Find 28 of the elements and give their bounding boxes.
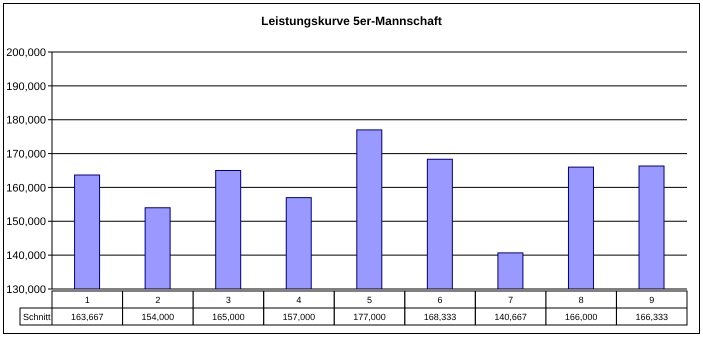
y-tick-label: 150,000 bbox=[6, 216, 46, 228]
y-tick-label: 180,000 bbox=[6, 114, 46, 127]
data-label: 140,667 bbox=[494, 312, 527, 322]
data-label: 166,000 bbox=[564, 312, 598, 322]
data-label: 168,333 bbox=[424, 312, 456, 322]
data-label: 154,000 bbox=[142, 312, 174, 322]
text: Schnitt bbox=[23, 312, 52, 322]
x-tick-label: 9 bbox=[649, 295, 654, 305]
data-label: 166,333 bbox=[635, 312, 668, 322]
x-tick-label: 7 bbox=[508, 295, 514, 305]
x-tick-label: 2 bbox=[155, 295, 160, 305]
y-tick-label: 160,000 bbox=[6, 182, 46, 194]
x-tick-label: 4 bbox=[296, 295, 302, 305]
x-tick-label: 1 bbox=[84, 295, 90, 305]
y-tick-label: 190,000 bbox=[6, 80, 46, 93]
x-tick-label: 5 bbox=[366, 295, 372, 305]
y-tick-label: 140,000 bbox=[6, 250, 46, 262]
data-label: 165,000 bbox=[212, 312, 245, 322]
data-label: 157,000 bbox=[282, 312, 316, 322]
y-tick-label: 130,000 bbox=[6, 284, 46, 296]
chart-title: Leistungskurve 5er-Mannschaft bbox=[260, 14, 443, 28]
y-tick-label: 200,000 bbox=[6, 46, 46, 59]
data-label: 163,667 bbox=[71, 312, 104, 322]
y-tick-label: 170,000 bbox=[6, 148, 46, 160]
x-tick-label: 6 bbox=[438, 295, 443, 305]
x-tick-label: 8 bbox=[578, 295, 584, 305]
data-label: 177,000 bbox=[353, 312, 386, 322]
x-tick-label: 3 bbox=[226, 295, 231, 305]
